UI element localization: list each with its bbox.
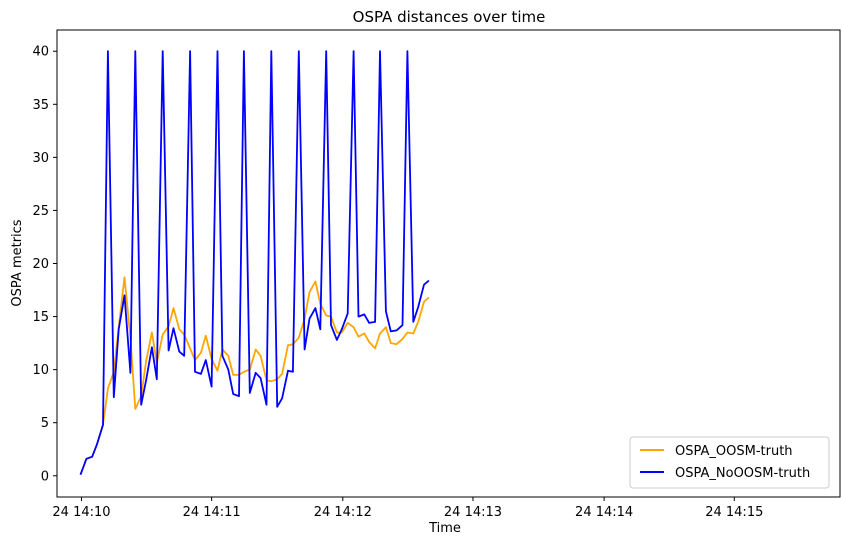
- x-tick-label: 24 14:15: [705, 505, 763, 520]
- y-tick-label: 25: [32, 204, 49, 219]
- y-tick-label: 40: [32, 45, 49, 60]
- x-tick-label: 24 14:11: [183, 505, 241, 520]
- x-tick-label: 24 14:14: [575, 505, 633, 520]
- y-tick-label: 35: [32, 98, 49, 113]
- legend-label-nooosm: OSPA_NoOOSM-truth: [675, 466, 810, 481]
- x-tick-label: 24 14:10: [52, 505, 110, 520]
- y-tick-label: 10: [32, 363, 49, 378]
- x-tick-label: 24 14:13: [444, 505, 502, 520]
- y-axis: 0 5 10 15 20 25 30 35 40: [32, 45, 57, 484]
- legend-label-oosm: OSPA_OOSM-truth: [675, 444, 793, 459]
- legend-box: [629, 436, 830, 489]
- y-tick-label: 20: [32, 257, 49, 272]
- chart-title: OSPA distances over time: [353, 8, 546, 26]
- y-tick-label: 15: [32, 310, 49, 325]
- y-axis-label: OSPA metrics: [10, 219, 25, 306]
- x-axis-label: Time: [428, 521, 461, 536]
- x-axis: 24 14:10 24 14:11 24 14:12 24 14:13 24 14:14…: [52, 497, 763, 520]
- series-line-oosm: [79, 276, 430, 476]
- series-layer: [79, 50, 430, 476]
- y-tick-label: 0: [41, 469, 49, 484]
- x-tick-label: 24 14:12: [314, 505, 372, 520]
- legend: OSPA_OOSM-truth OSPA_NoOOSM-truth: [629, 436, 830, 489]
- series-line-nooosm: [79, 50, 430, 476]
- y-tick-label: 30: [32, 151, 49, 166]
- plot-frame: [56, 29, 841, 498]
- y-tick-label: 5: [41, 416, 49, 431]
